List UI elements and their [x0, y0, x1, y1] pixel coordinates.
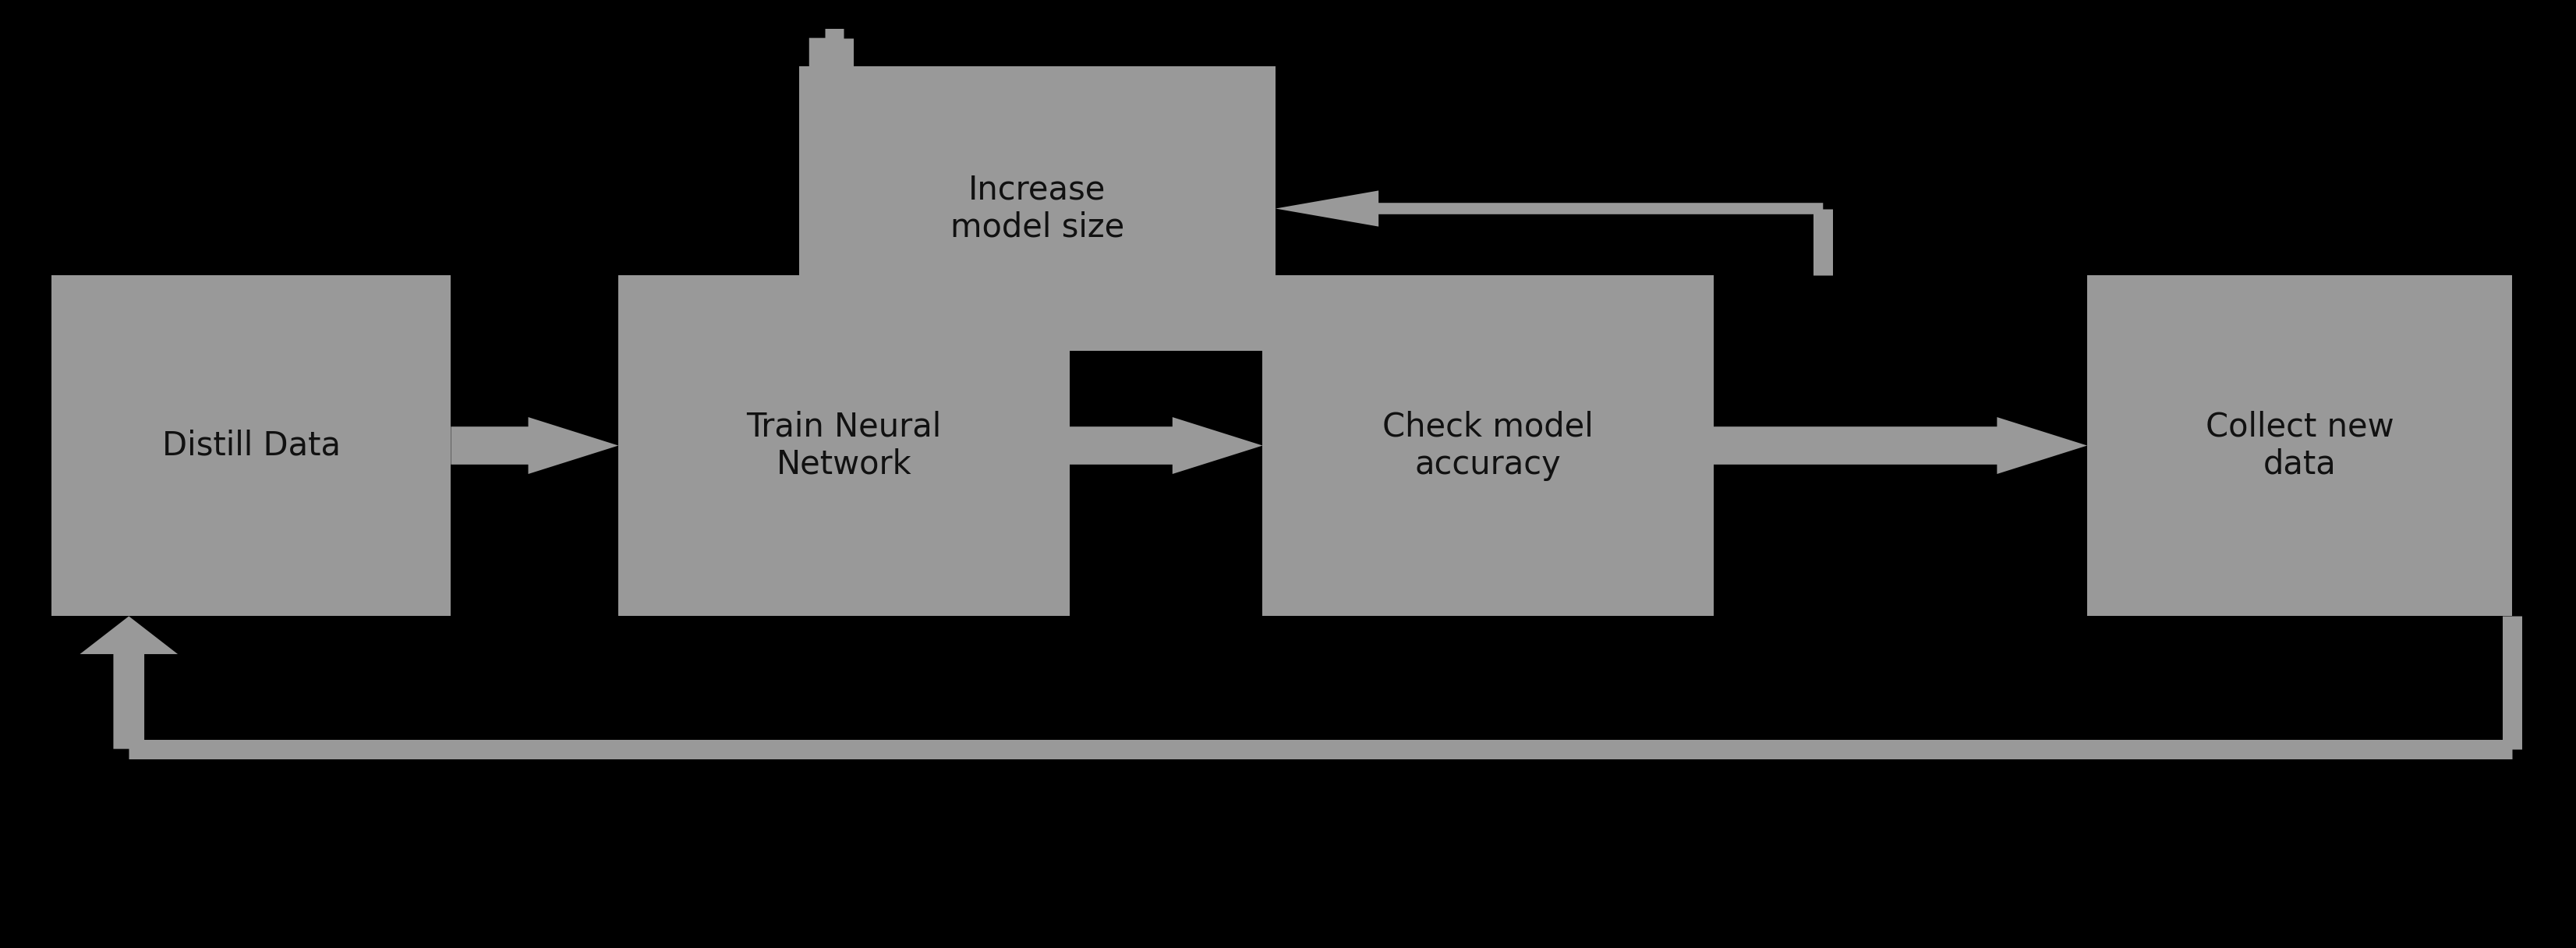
- Polygon shape: [80, 616, 178, 749]
- Text: Increase
model size: Increase model size: [951, 173, 1123, 244]
- FancyBboxPatch shape: [618, 275, 1069, 616]
- FancyBboxPatch shape: [1262, 275, 1713, 616]
- FancyBboxPatch shape: [2087, 275, 2512, 616]
- Text: Check model
accuracy: Check model accuracy: [1383, 410, 1592, 481]
- Text: Train Neural
Network: Train Neural Network: [747, 410, 940, 481]
- Polygon shape: [451, 417, 618, 474]
- FancyBboxPatch shape: [52, 275, 451, 616]
- Text: Distill Data: Distill Data: [162, 429, 340, 462]
- FancyBboxPatch shape: [799, 66, 1275, 351]
- Polygon shape: [1069, 417, 1262, 474]
- Polygon shape: [1713, 417, 2087, 474]
- Polygon shape: [775, 38, 873, 351]
- Text: Collect new
data: Collect new data: [2205, 410, 2393, 481]
- Polygon shape: [1275, 191, 1824, 227]
